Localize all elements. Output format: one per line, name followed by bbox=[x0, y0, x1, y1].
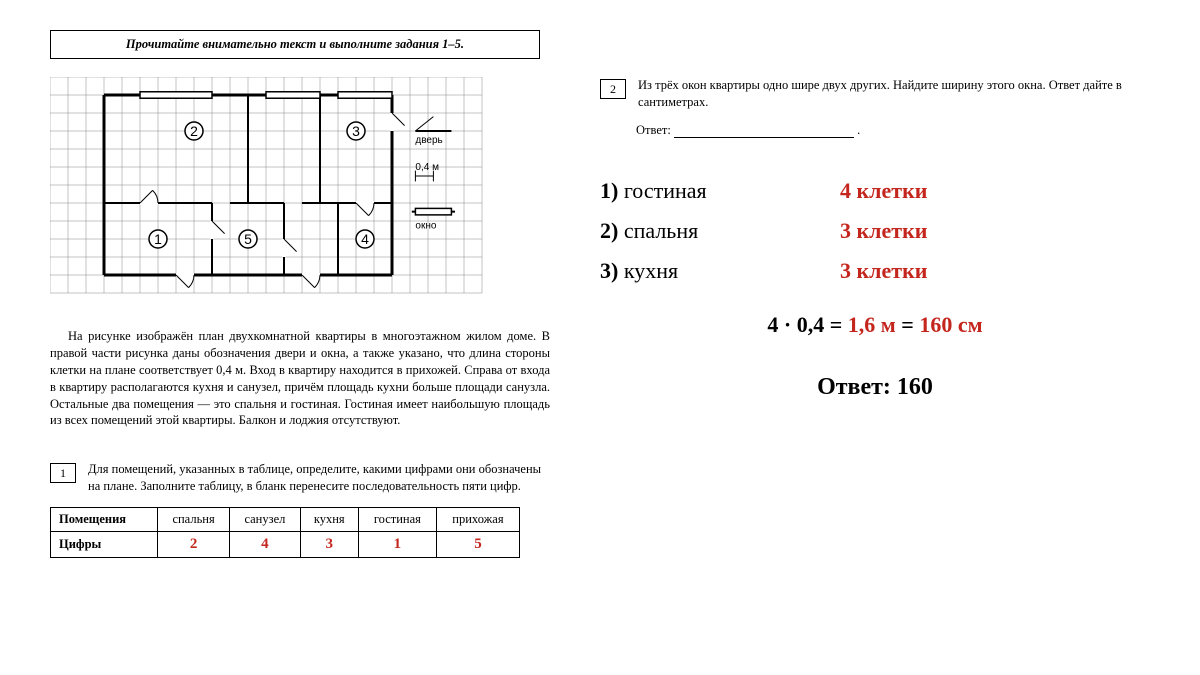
room-label: 1) гостиная bbox=[600, 178, 840, 204]
table-col: спальня bbox=[158, 508, 230, 532]
room-row: 3) кухня3 клетки bbox=[600, 258, 1150, 284]
eq-mid: 1,6 м bbox=[848, 312, 896, 337]
eq-eq: = bbox=[901, 312, 914, 337]
room-row: 1) гостиная4 клетки bbox=[600, 178, 1150, 204]
table-answer: 1 bbox=[358, 532, 436, 558]
table-header-num: Цифры bbox=[51, 532, 158, 558]
table-answer: 3 bbox=[300, 532, 358, 558]
task-2: 2 Из трёх окон квартиры одно шире двух д… bbox=[600, 77, 1150, 111]
eq-lhs: 4 · 0,4 = bbox=[767, 312, 842, 337]
table-col: прихожая bbox=[436, 508, 519, 532]
table-answer: 4 bbox=[230, 532, 301, 558]
final-label: Ответ: bbox=[817, 374, 891, 400]
table-answer: 5 bbox=[436, 532, 519, 558]
svg-text:1: 1 bbox=[154, 231, 162, 247]
final-value: 160 bbox=[897, 374, 933, 400]
task-2-text: Из трёх окон квартиры одно шире двух дру… bbox=[638, 77, 1150, 111]
room-label: 2) спальня bbox=[600, 218, 840, 244]
instruction-text: Прочитайте внимательно текст и выполните… bbox=[126, 37, 464, 51]
calculation-equation: 4 · 0,4 = 1,6 м = 160 см bbox=[600, 312, 1150, 338]
svg-text:2: 2 bbox=[190, 123, 198, 139]
room-cells: 3 клетки bbox=[840, 218, 927, 244]
floor-plan: 1 2 3 4 5 дверь 0,4 м окно bbox=[50, 77, 550, 312]
svg-text:0,4 м: 0,4 м bbox=[415, 162, 439, 173]
table-header-room: Помещения bbox=[51, 508, 158, 532]
table-col: гостиная bbox=[358, 508, 436, 532]
task-2-number: 2 bbox=[600, 79, 626, 99]
table-col: кухня bbox=[300, 508, 358, 532]
right-column: 2 Из трёх окон квартиры одно шире двух д… bbox=[600, 77, 1150, 558]
task-1-number: 1 bbox=[50, 463, 76, 483]
room-row: 2) спальня3 клетки bbox=[600, 218, 1150, 244]
svg-text:5: 5 bbox=[244, 231, 252, 247]
answer-label: Ответ: bbox=[636, 123, 671, 137]
instruction-box: Прочитайте внимательно текст и выполните… bbox=[50, 30, 540, 59]
task-1: 1 Для помещений, указанных в таблице, оп… bbox=[50, 461, 550, 495]
svg-text:дверь: дверь bbox=[415, 135, 442, 146]
task-2-answer-row: Ответ: . bbox=[636, 123, 1150, 138]
room-list: 1) гостиная4 клетки2) спальня3 клетки3) … bbox=[600, 178, 1150, 284]
eq-rhs: 160 см bbox=[919, 312, 982, 337]
svg-text:3: 3 bbox=[352, 123, 360, 139]
task-1-table: Помещенияспальнясанузелкухнягостинаяприх… bbox=[50, 507, 520, 558]
left-column: 12345дверь0,4 мокно На рисунке изображён… bbox=[50, 77, 550, 558]
room-label: 3) кухня bbox=[600, 258, 840, 284]
svg-text:окно: окно bbox=[415, 220, 436, 231]
room-cells: 4 клетки bbox=[840, 178, 927, 204]
answer-blank bbox=[674, 123, 854, 138]
table-answer: 2 bbox=[158, 532, 230, 558]
table-col: санузел bbox=[230, 508, 301, 532]
task-1-text: Для помещений, указанных в таблице, опре… bbox=[88, 461, 550, 495]
room-cells: 3 клетки bbox=[840, 258, 927, 284]
description-text: На рисунке изображён план двухкомнатной … bbox=[50, 328, 550, 429]
final-answer: Ответ: 160 bbox=[600, 374, 1150, 401]
svg-text:4: 4 bbox=[361, 231, 369, 247]
